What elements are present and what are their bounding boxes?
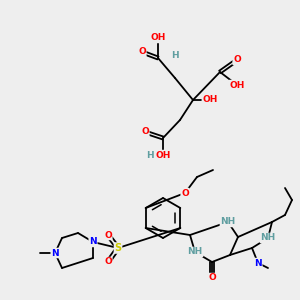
Text: N: N bbox=[89, 238, 97, 247]
Text: S: S bbox=[114, 243, 122, 253]
Text: OH: OH bbox=[155, 151, 171, 160]
Text: OH: OH bbox=[229, 80, 245, 89]
Text: N: N bbox=[51, 248, 59, 257]
Text: O: O bbox=[141, 128, 149, 136]
Text: O: O bbox=[104, 230, 112, 239]
Text: O: O bbox=[233, 56, 241, 64]
Text: H: H bbox=[171, 50, 179, 59]
Text: OH: OH bbox=[202, 95, 218, 104]
Text: O: O bbox=[138, 47, 146, 56]
Text: H: H bbox=[146, 151, 154, 160]
Text: O: O bbox=[104, 257, 112, 266]
Text: NH: NH bbox=[188, 248, 202, 256]
Text: O: O bbox=[181, 188, 189, 197]
Text: NH: NH bbox=[220, 218, 236, 226]
Text: N: N bbox=[254, 259, 262, 268]
Text: O: O bbox=[208, 274, 216, 283]
Text: OH: OH bbox=[150, 34, 166, 43]
Text: NH: NH bbox=[260, 233, 276, 242]
